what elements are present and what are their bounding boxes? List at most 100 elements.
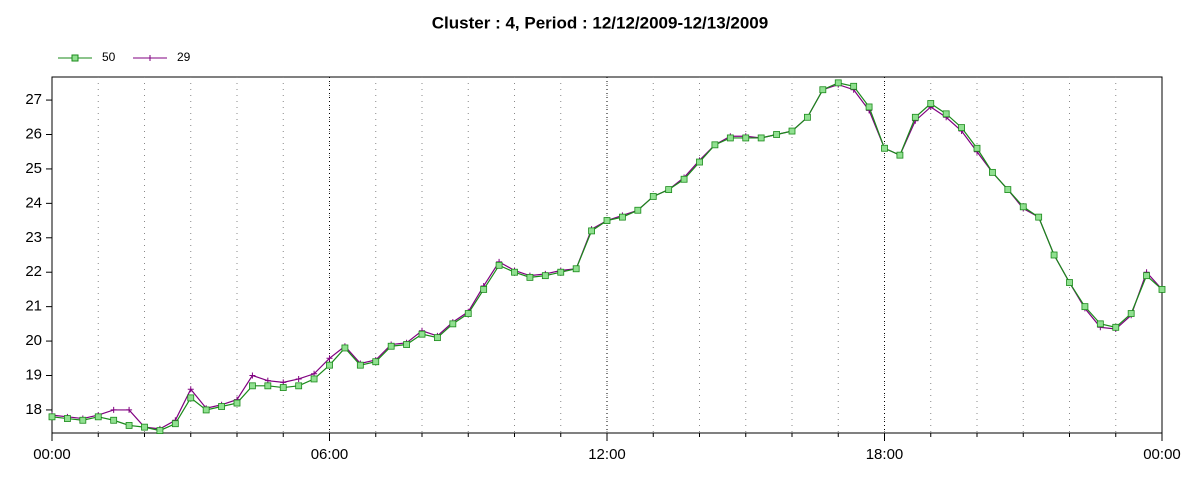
y-tick-label: 19 <box>25 366 42 383</box>
point <box>1081 303 1089 311</box>
point <box>126 406 133 413</box>
point <box>326 355 333 362</box>
point <box>434 334 441 342</box>
point <box>495 261 503 269</box>
point <box>403 341 410 348</box>
y-tick-label: 23 <box>25 229 42 246</box>
y-tick-label: 27 <box>25 91 42 108</box>
point <box>788 127 796 135</box>
point <box>680 175 688 183</box>
point <box>1143 272 1150 280</box>
point <box>572 265 580 273</box>
point <box>696 158 703 166</box>
point <box>634 206 642 214</box>
point <box>619 213 626 221</box>
point <box>449 320 457 328</box>
point <box>187 394 195 402</box>
point <box>1004 186 1012 193</box>
point <box>48 413 56 421</box>
point <box>202 406 210 414</box>
plot-frame <box>51 76 1163 434</box>
point <box>1127 310 1135 317</box>
point <box>742 134 750 142</box>
point <box>511 268 518 276</box>
point <box>249 382 256 390</box>
point <box>1158 286 1166 293</box>
legend-marker <box>71 54 79 62</box>
y-tick-label: 26 <box>25 125 42 142</box>
point <box>1096 320 1104 328</box>
point <box>110 406 117 413</box>
point <box>326 361 333 369</box>
point <box>989 168 996 176</box>
y-tick-label: 21 <box>25 298 42 315</box>
point <box>94 413 102 421</box>
point <box>187 386 194 393</box>
y-tick-label: 22 <box>25 263 42 280</box>
point <box>1035 213 1043 221</box>
y-tick-label: 20 <box>25 332 42 349</box>
point <box>1050 251 1058 259</box>
point <box>156 427 164 434</box>
x-tick-label: 12:00 <box>588 446 626 463</box>
point <box>834 79 842 87</box>
point <box>773 131 780 138</box>
point <box>881 144 888 152</box>
point <box>110 416 118 424</box>
y-tick-label: 24 <box>25 194 42 211</box>
legend-label: 50 <box>102 50 116 64</box>
point <box>757 134 765 142</box>
point <box>896 151 904 159</box>
point <box>171 420 179 428</box>
point <box>249 372 256 379</box>
point <box>387 342 395 350</box>
chart-title: Cluster : 4, Period : 12/12/2009-12/13/2… <box>432 13 768 32</box>
point <box>819 86 827 94</box>
point <box>418 330 426 338</box>
point <box>665 186 673 193</box>
point <box>464 310 472 317</box>
point <box>1019 203 1027 211</box>
x-tick-label: 00:00 <box>1143 446 1181 463</box>
point <box>958 124 965 132</box>
point <box>141 423 148 431</box>
point <box>911 113 919 121</box>
point <box>79 416 87 424</box>
point <box>557 268 565 276</box>
point <box>541 272 549 280</box>
x-tick-label: 00:00 <box>33 446 71 463</box>
point <box>726 134 734 142</box>
point <box>372 358 380 366</box>
point <box>341 344 349 352</box>
point <box>804 113 811 121</box>
point <box>1066 279 1073 286</box>
point <box>850 82 858 90</box>
point <box>233 399 241 407</box>
point <box>356 361 364 369</box>
y-tick-label: 18 <box>25 401 42 418</box>
point <box>295 375 302 382</box>
point <box>64 415 71 422</box>
point <box>927 100 935 107</box>
point <box>973 144 981 152</box>
point <box>603 217 611 224</box>
legend-marker <box>147 55 153 61</box>
point <box>264 382 272 390</box>
point <box>865 103 873 111</box>
y-tick-label: 25 <box>25 160 42 177</box>
point <box>649 193 657 200</box>
point <box>942 110 950 118</box>
point <box>125 422 133 429</box>
point <box>295 382 303 390</box>
point <box>279 384 287 391</box>
series-line <box>51 82 1163 432</box>
legend-label: 29 <box>177 50 191 64</box>
point <box>711 141 719 149</box>
point <box>218 403 225 410</box>
point <box>1112 323 1120 331</box>
point <box>480 286 488 293</box>
point <box>588 227 595 235</box>
point <box>310 375 318 383</box>
point <box>526 273 534 281</box>
